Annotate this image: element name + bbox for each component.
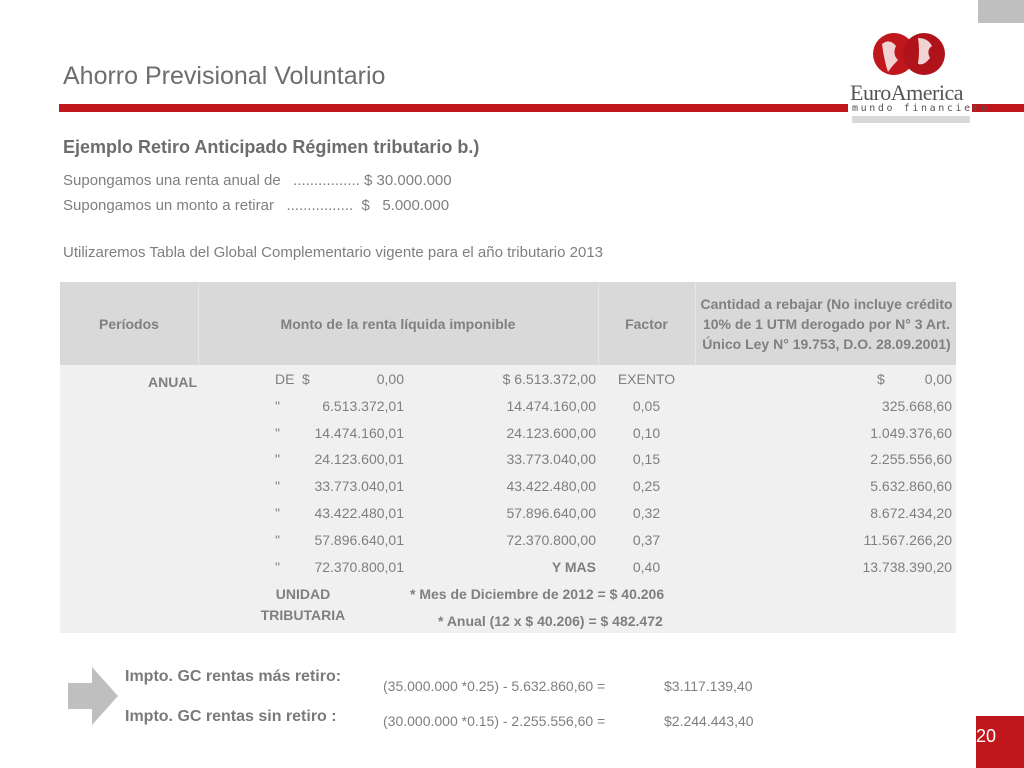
table-cell-rebate: 1.049.376,60 bbox=[870, 424, 952, 441]
arrow-right-icon bbox=[68, 667, 118, 730]
page-number: 20 bbox=[976, 726, 997, 746]
table-cell-prefix: " bbox=[275, 397, 280, 414]
ut-month: * Mes de Diciembre de 2012 = $ 40.206 bbox=[410, 586, 665, 602]
column-divider bbox=[598, 282, 599, 365]
logo bbox=[848, 30, 972, 125]
ut-label-2: TRIBUTARIA bbox=[260, 607, 346, 623]
table-cell-prefix: " bbox=[275, 478, 280, 495]
section-subtitle: Ejemplo Retiro Anticipado Régimen tribut… bbox=[63, 137, 480, 157]
table-cell-rebate: 11.567.266,20 bbox=[863, 531, 953, 548]
table-cell-rebate: 0,00 bbox=[924, 371, 952, 387]
table-cell-factor: EXENTO bbox=[617, 371, 676, 387]
corner-decoration bbox=[978, 0, 1024, 23]
table-cell-cur: $ bbox=[302, 371, 310, 387]
table-cell-rebate: 8.672.434,20 bbox=[870, 505, 952, 521]
table-cell-to: 24.123.600,00 bbox=[506, 424, 596, 441]
table-cell-rebate: 5.632.860,60 bbox=[870, 478, 952, 495]
table-cell-to: 72.370.800,00 bbox=[506, 531, 596, 548]
result-value-with-withdrawal: $3.117.139,40 bbox=[664, 678, 753, 694]
result-label-with-withdrawal: Impto. GC rentas más retiro: bbox=[125, 668, 342, 685]
table-intro: Utilizaremos Tabla del Global Complement… bbox=[63, 244, 604, 261]
table-cell-factor: 0,40 bbox=[632, 558, 661, 575]
result-label-without-withdrawal: Impto. GC rentas sin retiro : bbox=[125, 708, 337, 725]
table-cell-rebate: 13.738.390,20 bbox=[862, 558, 952, 575]
table-cell-to: 33.773.040,00 bbox=[506, 451, 596, 468]
table-cell-from: 0,00 bbox=[376, 371, 404, 387]
column-divider bbox=[695, 282, 696, 365]
table-cell-prefix: " bbox=[275, 505, 280, 521]
result-formula-without-withdrawal: (30.000.000 *0.15) - 2.255.556,60 = bbox=[383, 713, 606, 729]
table-cell-prefix: " bbox=[275, 451, 280, 468]
table-body bbox=[60, 365, 956, 633]
header-factor: Factor bbox=[625, 315, 668, 332]
assumption-income: Supongamos una renta anual de ..........… bbox=[63, 172, 452, 189]
table-cell-from: 33.773.040,01 bbox=[314, 478, 404, 495]
header-divider bbox=[59, 104, 1024, 112]
table-cell-prefix: " bbox=[275, 558, 280, 575]
ut-annual: * Anual (12 x $ 40.206) = $ 482.472 bbox=[438, 613, 663, 629]
table-cell-prefix: DE bbox=[275, 371, 295, 387]
header-cantidad: Cantidad a rebajar (No incluye crédito 1… bbox=[700, 295, 953, 352]
table-header bbox=[60, 282, 956, 365]
logo-name: EuroAmerica bbox=[850, 80, 964, 105]
table-cell-from: 43.422.480,01 bbox=[314, 505, 404, 521]
table-cell-to: 43.422.480,00 bbox=[506, 478, 596, 495]
table-cell-factor: 0,10 bbox=[632, 424, 661, 441]
result-value-without-withdrawal: $2.244.443,40 bbox=[664, 713, 754, 729]
ut-label-1: UNIDAD bbox=[275, 586, 331, 602]
logo-tagline: mundo financiero bbox=[852, 103, 990, 114]
table-cell-to: 14.474.160,00 bbox=[506, 397, 596, 414]
table-cell-factor: 0,15 bbox=[632, 451, 661, 468]
table-cell-from: 72.370.800,01 bbox=[314, 558, 404, 575]
table-cell-from: 14.474.160,01 bbox=[314, 424, 404, 441]
table-cell-factor: 0,25 bbox=[632, 478, 661, 495]
table-cell-prefix: " bbox=[275, 424, 280, 441]
table-cell-prefix: " bbox=[275, 531, 280, 548]
table-cell-rebate: 325.668,60 bbox=[881, 397, 952, 414]
header-monto: Monto de la renta líquida imponible bbox=[280, 315, 516, 332]
assumption-withdrawal: Supongamos un monto a retirar ..........… bbox=[63, 197, 450, 214]
column-divider bbox=[198, 282, 199, 365]
table-cell-from: 6.513.372,01 bbox=[322, 397, 404, 414]
table-cell-from: 24.123.600,01 bbox=[314, 451, 404, 468]
globe-logo-icon bbox=[873, 33, 945, 75]
table-cell-rebate: 2.255.556,60 bbox=[870, 451, 952, 468]
table-cell-from: 57.896.640,01 bbox=[314, 531, 404, 548]
result-formula-with-withdrawal: (35.000.000 *0.25) - 5.632.860,60 = bbox=[383, 678, 606, 694]
table-cell-factor: 0,32 bbox=[632, 505, 661, 521]
table-cell-to: $ 6.513.372,00 bbox=[502, 371, 596, 387]
logo-underline bbox=[852, 116, 970, 123]
page-number-box bbox=[976, 716, 1024, 768]
page-title: Ahorro Previsional Voluntario bbox=[63, 62, 386, 90]
period-label: ANUAL bbox=[148, 374, 197, 390]
table-cell-to: 57.896.640,00 bbox=[506, 505, 596, 521]
table-cell-cur2: $ bbox=[877, 371, 885, 387]
header-periodos: Períodos bbox=[99, 315, 159, 332]
table-cell-factor: 0,37 bbox=[632, 531, 661, 548]
table-cell-to: Y MAS bbox=[551, 558, 596, 575]
table-cell-factor: 0,05 bbox=[632, 397, 661, 414]
